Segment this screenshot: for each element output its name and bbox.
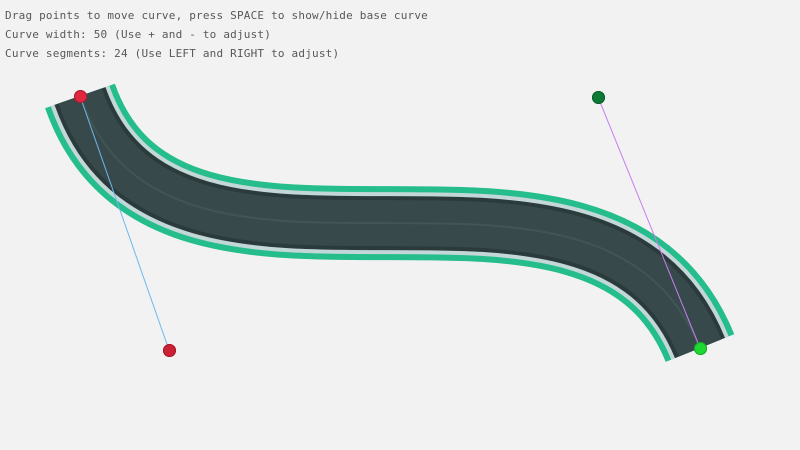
end-point[interactable] xyxy=(693,341,707,355)
handle-line-group xyxy=(79,95,701,351)
handle-line-start xyxy=(79,95,170,351)
control-point-2[interactable] xyxy=(591,90,605,104)
start-point[interactable] xyxy=(73,89,87,103)
control-point-1[interactable] xyxy=(162,343,176,357)
curve-layer-center-line xyxy=(79,95,701,349)
handle-line-end xyxy=(597,96,701,349)
